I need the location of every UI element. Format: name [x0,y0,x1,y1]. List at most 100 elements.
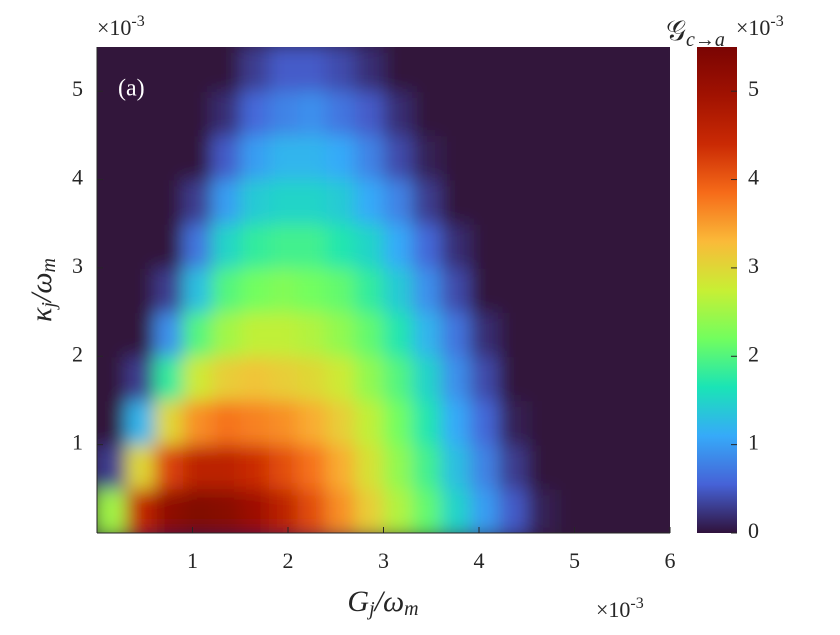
heatmap-cell [498,223,528,269]
heatmap-cell [469,47,499,92]
y-multiplier: ×10-3 [97,13,145,40]
heatmap-cell [97,179,127,225]
colorbar-tick-label: 5 [748,76,759,101]
heatmap-cell [612,488,642,533]
heatmap-cell [383,135,413,181]
heatmap-cell [498,135,528,181]
heatmap-cell [440,91,470,136]
heatmap-cell [584,91,614,136]
heatmap-cell [526,267,556,313]
heatmap-cell [440,444,470,490]
heatmap-cell [383,400,413,446]
y-multiplier-base: ×10 [97,15,131,40]
heatmap-cell [211,135,241,181]
heatmap-cell [440,223,470,269]
heatmap-cell [526,91,556,136]
y-multiplier-exponent: -3 [131,13,144,30]
x-axis-label-part: j [366,598,375,620]
heatmap-cell [268,312,299,357]
heatmap-cell [297,267,327,313]
heatmap-cell [154,91,184,136]
heatmap-cell [383,223,413,269]
heatmap-cell [154,135,184,181]
heatmap-cell [469,356,499,401]
heatmap-cell [125,267,155,313]
heatmap-cell [584,400,614,446]
heatmap-cell [125,444,155,490]
heatmap-cell [326,47,356,92]
heatmap-cell [440,179,470,225]
heatmap-cell [612,267,642,313]
heatmap-cell [297,488,327,533]
heatmap-cell [526,444,556,490]
heatmap-cell [268,223,299,269]
heatmap-cell [125,223,155,269]
heatmap-cell [182,267,213,313]
heatmap-cell [412,400,442,446]
heatmap-cell [240,444,270,490]
heatmap-cell [412,356,442,401]
heatmap-cell [498,488,528,533]
heatmap-cell [97,223,127,269]
heatmap-cell [97,135,127,181]
heatmap-cell [584,135,614,181]
heatmap-cell [182,223,213,269]
heatmap-cell [498,444,528,490]
colorbar-tick-label: 4 [748,165,759,190]
x-multiplier-exponent: -3 [630,595,643,612]
heatmap-cell [641,135,670,181]
heatmap-cell [641,91,670,136]
heatmap-cell [297,179,327,225]
heatmap-cell [498,47,528,92]
heatmap-cell [354,312,384,357]
heatmap-cell [440,135,470,181]
heatmap-cell [268,488,299,533]
x-multiplier: ×10-3 [596,595,644,622]
heatmap-cell [555,400,585,446]
heatmap-cell [555,312,585,357]
heatmap-cell [526,47,556,92]
heatmap-cell [498,91,528,136]
heatmap-cell [383,444,413,490]
heatmap-cell [211,223,241,269]
heatmap-cell [526,400,556,446]
x-axis-label-part: /ω [373,585,405,618]
heatmap-cell [440,267,470,313]
colorbar-tick-label: 0 [748,518,759,543]
heatmap-cell [297,91,327,136]
heatmap-cell [268,179,299,225]
heatmap-cell [182,312,213,357]
heatmap-cell [354,179,384,225]
heatmap-cell [182,135,213,181]
heatmap-cell [97,91,127,136]
colorbar-label-main: 𝒢 [666,16,686,47]
heatmap-cell [412,444,442,490]
x-axis-label-part: G [347,585,369,618]
heatmap-cell [182,91,213,136]
y-tick-label: 4 [72,165,83,190]
x-tick-label: 6 [665,548,676,573]
heatmap-cell [555,47,585,92]
heatmap-cell [641,47,670,92]
heatmap-cell [211,91,241,136]
colorbar [697,47,737,533]
heatmap-cell [354,223,384,269]
heatmap-cell [326,488,356,533]
heatmap-cell [354,135,384,181]
heatmap-cell [326,356,356,401]
heatmap-cell [526,488,556,533]
heatmap-cell [211,312,241,357]
x-tick-label: 1 [187,548,198,573]
heatmap-cell [469,444,499,490]
heatmap-cell [584,267,614,313]
heatmap-cell [383,91,413,136]
heatmap-cell [240,91,270,136]
heatmap-cell [97,47,127,92]
heatmap-cell [268,444,299,490]
heatmap-cell [440,488,470,533]
colorbar-label-sub: c→a [686,29,725,51]
heatmap-cell [240,312,270,357]
y-axis-label-part: j [38,302,60,311]
heatmap-cell [240,135,270,181]
heatmap-cell [125,488,155,533]
